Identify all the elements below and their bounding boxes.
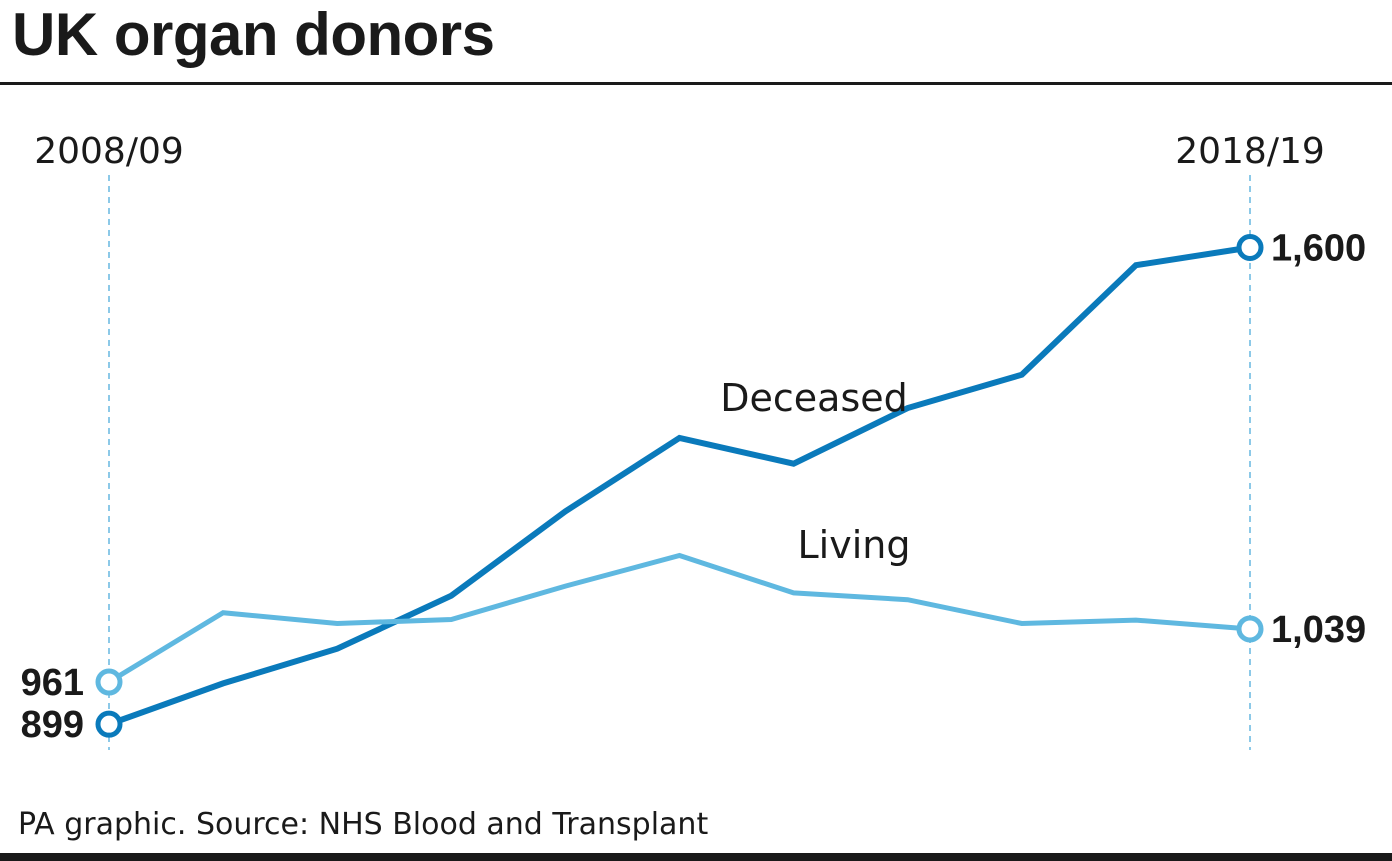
x-tick-label: 2008/09 <box>34 131 184 172</box>
series-line-living <box>107 552 1251 685</box>
end-point-deceased <box>1236 234 1264 261</box>
series-name-living: Living <box>798 523 911 567</box>
series-name-deceased: Deceased <box>720 376 908 420</box>
start-point-living <box>95 668 123 696</box>
chart-title: UK organ donors <box>12 1 495 68</box>
x-tick-label: 2018/19 <box>1175 131 1325 172</box>
end-value-label-deceased: 1,600 <box>1271 228 1366 270</box>
source-note: PA graphic. Source: NHS Blood and Transp… <box>18 807 709 842</box>
title-divider <box>0 82 1392 85</box>
end-value-label-living: 1,039 <box>1271 609 1366 651</box>
end-point-living <box>1236 615 1264 643</box>
series-line-deceased <box>107 244 1251 728</box>
footer-divider <box>0 853 1392 861</box>
start-value-label-living: 961 <box>21 662 84 704</box>
start-value-label-deceased: 899 <box>21 704 84 746</box>
start-point-deceased <box>95 710 123 738</box>
